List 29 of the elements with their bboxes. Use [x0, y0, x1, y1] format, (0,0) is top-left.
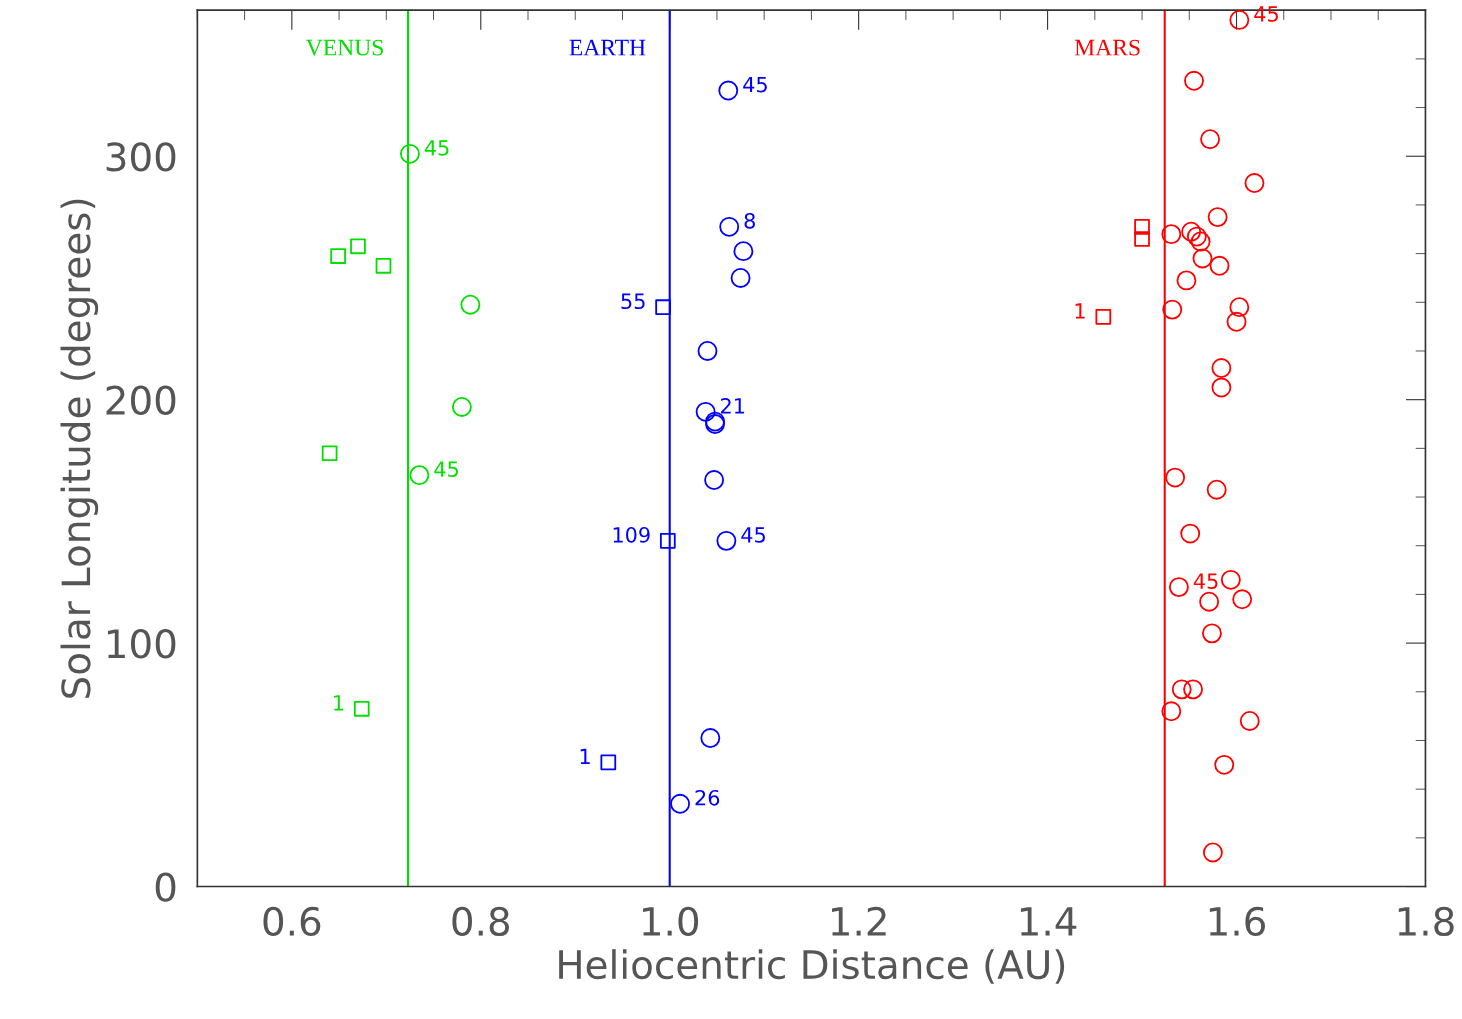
annotation: 109 [613, 526, 650, 543]
x-tick-label: 0.8 [452, 906, 510, 937]
annotation: 45 [434, 461, 458, 478]
y-tick-label: 100 [107, 629, 176, 659]
x-tick-label: 0.6 [263, 906, 321, 937]
x-tick-label: 1.2 [831, 906, 886, 936]
y-tick-label: 300 [106, 142, 176, 172]
annotation: 1 [1075, 303, 1085, 319]
annotation: 21 [721, 397, 745, 414]
y-tick-label: 0 [155, 872, 176, 902]
ref-line-label: MARS [1074, 39, 1140, 56]
annotation: 45 [1193, 573, 1218, 589]
ref-line-label: VENUS [305, 39, 383, 56]
annotation: 45 [741, 527, 765, 543]
annotation: 1 [580, 748, 590, 764]
annotation: 26 [695, 789, 720, 806]
y-axis-title: Solar Longitude (degrees) [60, 199, 99, 698]
annotation: 8 [744, 212, 755, 229]
annotation: 1 [334, 695, 344, 711]
x-tick-label: 1.4 [1020, 907, 1077, 936]
ref-line-label: EARTH [569, 39, 646, 56]
annotation: 45 [743, 76, 767, 93]
x-tick-label: 1.6 [1209, 906, 1265, 937]
x-axis-title: Heliocentric Distance (AU) [559, 949, 1065, 984]
x-tick-label: 1.0 [643, 906, 699, 937]
annotation: 45 [424, 140, 449, 156]
annotation: 55 [621, 293, 645, 310]
x-tick-label: 1.8 [1398, 906, 1454, 937]
y-tick-label: 200 [106, 385, 176, 415]
